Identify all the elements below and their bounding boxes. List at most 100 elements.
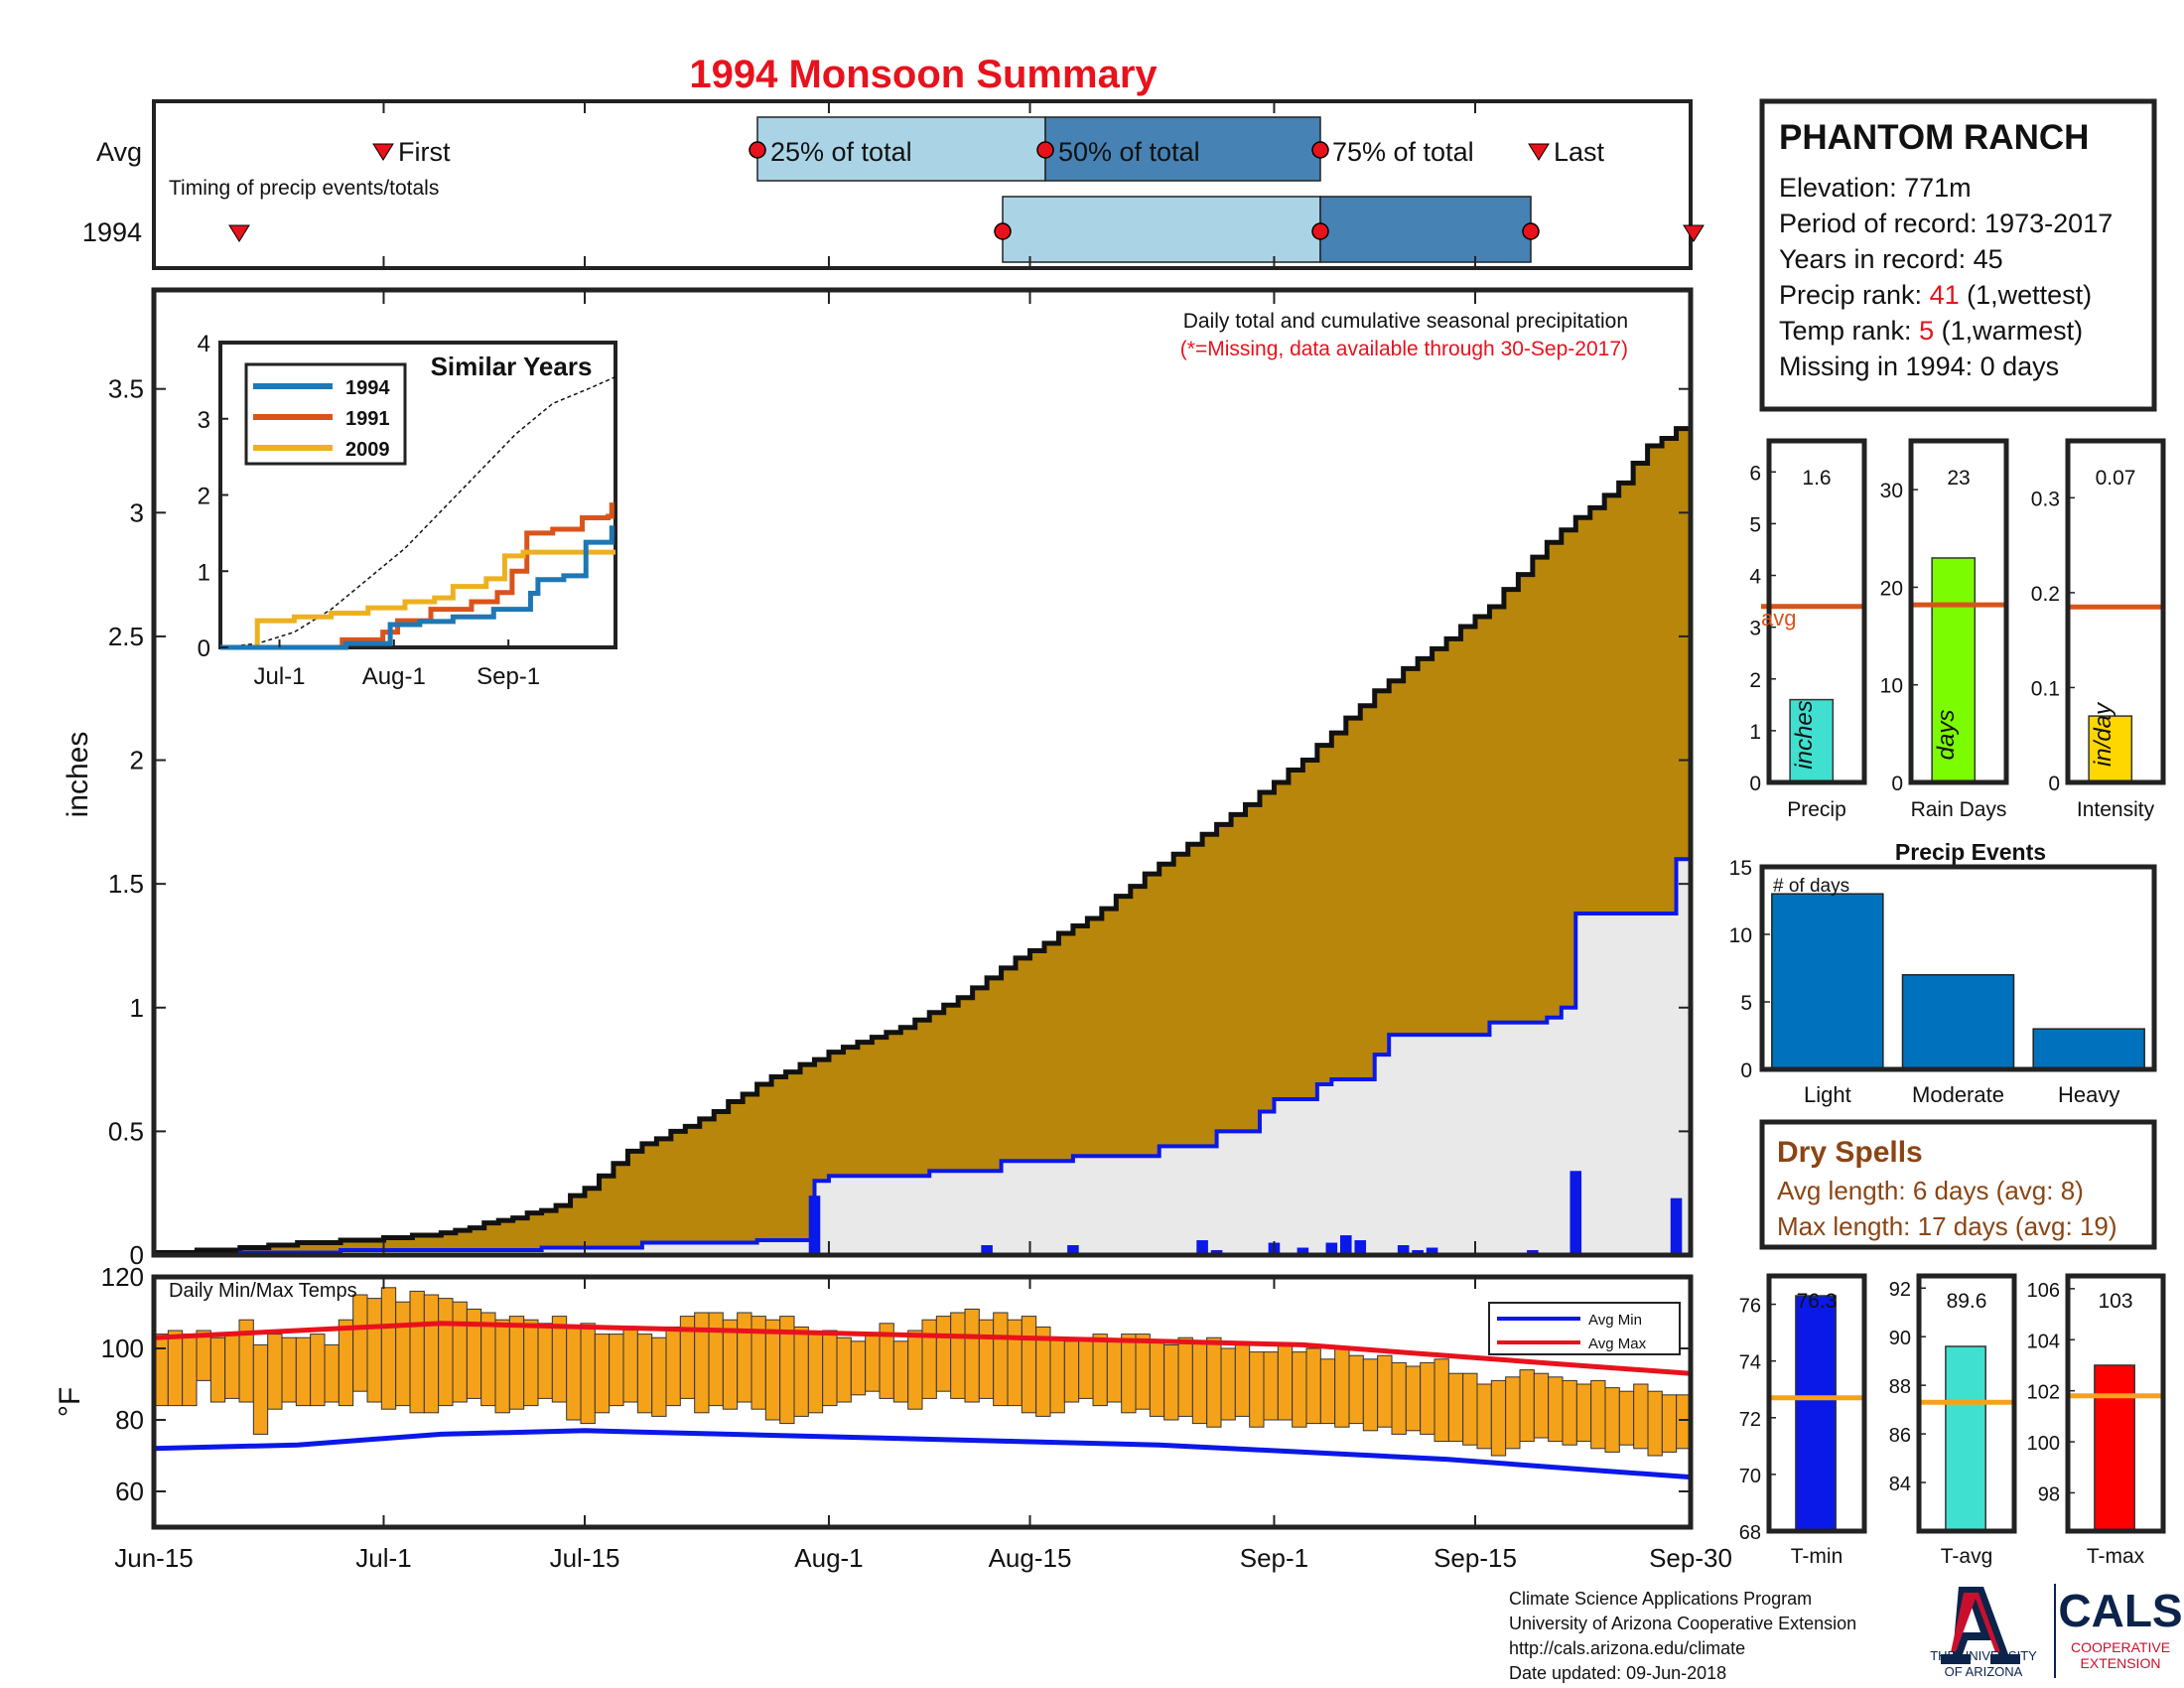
temp-range-bar [423, 1294, 440, 1414]
station-missing: Missing in 1994: 0 days [1779, 352, 2059, 381]
precip-y-ticks: 0 0.5 1 1.5 2 2.5 3 3.5 [108, 374, 1691, 1270]
avg-max-label: Avg Max [1588, 1336, 1647, 1352]
tsum-value-tmin: 76.3 [1797, 1290, 1838, 1313]
summary-y-tick-label-rain_days: 20 [1880, 577, 1903, 600]
tsum-bar-tmax [2094, 1364, 2135, 1532]
summary-y-tick-label-rain_days: 30 [1880, 480, 1903, 502]
events-category-label: Moderate [1912, 1082, 2004, 1107]
precip-y-tick-label: 0.5 [108, 1116, 144, 1146]
temps-y-tick-label: 80 [115, 1405, 144, 1435]
summary-unit-precip: inches [1791, 700, 1818, 769]
station-years: Years in record: 45 [1779, 244, 2003, 274]
station-name: PHANTOM RANCH [1779, 118, 2089, 157]
temp-range-bar [1490, 1379, 1507, 1457]
q50-label: 50% of total [1058, 137, 1200, 167]
temp-range-bar [622, 1326, 638, 1403]
summary-bar-rain_days [1931, 557, 1977, 783]
temp-range-bar [196, 1330, 211, 1381]
events-frame [1759, 864, 2157, 1072]
temps-y-tick-label: 60 [115, 1477, 144, 1506]
ua-line-1: THE UNIVERSITY [1930, 1648, 2037, 1663]
temp-range-bar [1647, 1390, 1663, 1457]
summary-y-tick-label-precip: 0 [1749, 773, 1761, 795]
avg-max-line [153, 1321, 1692, 1376]
temp-range-bar [722, 1319, 739, 1410]
temp-range-bar [1348, 1354, 1364, 1425]
tsum-y-tick-label-tmin: 68 [1739, 1522, 1761, 1544]
temp-range-bar [366, 1298, 382, 1403]
daily-precip-bar [1354, 1240, 1367, 1255]
temp-range-bar [1191, 1340, 1208, 1425]
summary-unit-rain_days: days [1933, 710, 1960, 761]
temp-range-bar [764, 1319, 781, 1421]
temp-range-bar [1121, 1334, 1137, 1414]
avg-q50-q75-box [1044, 116, 1321, 182]
station-period: Period of record: 1973-2017 [1779, 209, 2113, 238]
temps-y-tick-label: 120 [101, 1262, 144, 1292]
temp-range-bar [252, 1343, 269, 1435]
events-y-tick-label: 5 [1740, 992, 1752, 1015]
daily-precip-bar [808, 1196, 821, 1255]
footer-line-1: Climate Science Applications Program [1509, 1589, 1812, 1609]
summary-y-tick-label-intensity: 0.1 [2031, 677, 2060, 700]
temps-y-label: °F [54, 1387, 86, 1417]
temp-range-bar [1249, 1351, 1265, 1428]
ua-line-2: OF ARIZONA [1945, 1664, 2023, 1679]
temps-legend [1488, 1302, 1681, 1355]
tsum-y-tick-label-tmin: 76 [1739, 1296, 1761, 1318]
temp-range-bar [1334, 1347, 1350, 1428]
daily-precip-bar [1325, 1242, 1338, 1255]
date-x-tick-label: Sep-30 [1649, 1543, 1732, 1573]
daily-precip-bar [1196, 1240, 1208, 1255]
legend-label-2009: 2009 [345, 439, 390, 461]
1994-last-marker [1683, 224, 1705, 242]
1994-cumulative-area [154, 859, 1691, 1255]
precip-y-tick-label: 2.5 [108, 622, 144, 651]
temp-range-bar [182, 1334, 198, 1407]
tsum-y-tick-label-tavg: 84 [1889, 1474, 1911, 1495]
summary-unit-intensity: in/day [2090, 701, 2116, 767]
temp-range-bar [978, 1319, 995, 1399]
q75-label: 75% of total [1332, 137, 1474, 167]
precip-avg-label: avg [1761, 606, 1796, 631]
tsum-y-tick-label-tavg: 90 [1889, 1328, 1911, 1349]
summary-y-tick-label-rain_days: 10 [1880, 675, 1903, 698]
summary-value-precip: 1.6 [1802, 467, 1831, 490]
tsum-label-tavg: T-avg [1941, 1545, 1993, 1568]
tsum-y-tick-label-tmax: 104 [2027, 1331, 2060, 1352]
temp-range-bar [1476, 1383, 1492, 1450]
tsum-frame-tmax [2065, 1273, 2166, 1534]
date-x-tick-label: Jun-15 [114, 1543, 194, 1573]
inset-y-tick-label: 2 [198, 484, 210, 510]
temp-range-bar [1604, 1387, 1620, 1453]
temp-range-bar [807, 1334, 824, 1414]
inset-title: Similar Years [431, 352, 593, 381]
daily-precip-bar [1670, 1197, 1683, 1255]
cals-logo-text: CALS [2058, 1585, 2182, 1636]
missing-note: (*=Missing, data available through 30-Se… [1180, 338, 1628, 360]
temp-range-bar [380, 1287, 397, 1410]
tsum-y-tick-label-tmax: 106 [2027, 1280, 2060, 1302]
precip-y-label: inches [62, 732, 94, 818]
temps-title: Daily Min/Max Temps [169, 1280, 357, 1302]
temp-range-bar [1462, 1372, 1478, 1446]
events-bar-moderate [1901, 974, 2015, 1070]
temp-range-bar [1234, 1343, 1251, 1417]
summary-y-tick-label-precip: 2 [1749, 669, 1761, 692]
temp-range-bar [1063, 1340, 1080, 1403]
station-precip-rank: Precip rank: 41 (1,wettest) [1779, 280, 2092, 310]
inset-series-1991 [220, 502, 614, 650]
last-label: Last [1554, 137, 1605, 167]
temp-range-bar [580, 1323, 596, 1425]
daily-precip-bar [1397, 1245, 1410, 1255]
temp-range-bar [1092, 1334, 1108, 1407]
temp-range-bar [1021, 1316, 1037, 1414]
temp-range-bar [167, 1330, 184, 1407]
precip-y-tick-label: 2 [130, 746, 144, 775]
inset-y-ticks: 0 1 2 3 4 [198, 331, 228, 662]
station-elevation: Elevation: 771m [1779, 173, 1972, 203]
date-x-tick-label: Aug-15 [989, 1543, 1072, 1573]
inset-x-ticks: Jul-1 Aug-1 Sep-1 [253, 639, 540, 690]
1994-q25-q50-box [1002, 196, 1321, 263]
temp-range-bar [836, 1336, 852, 1403]
